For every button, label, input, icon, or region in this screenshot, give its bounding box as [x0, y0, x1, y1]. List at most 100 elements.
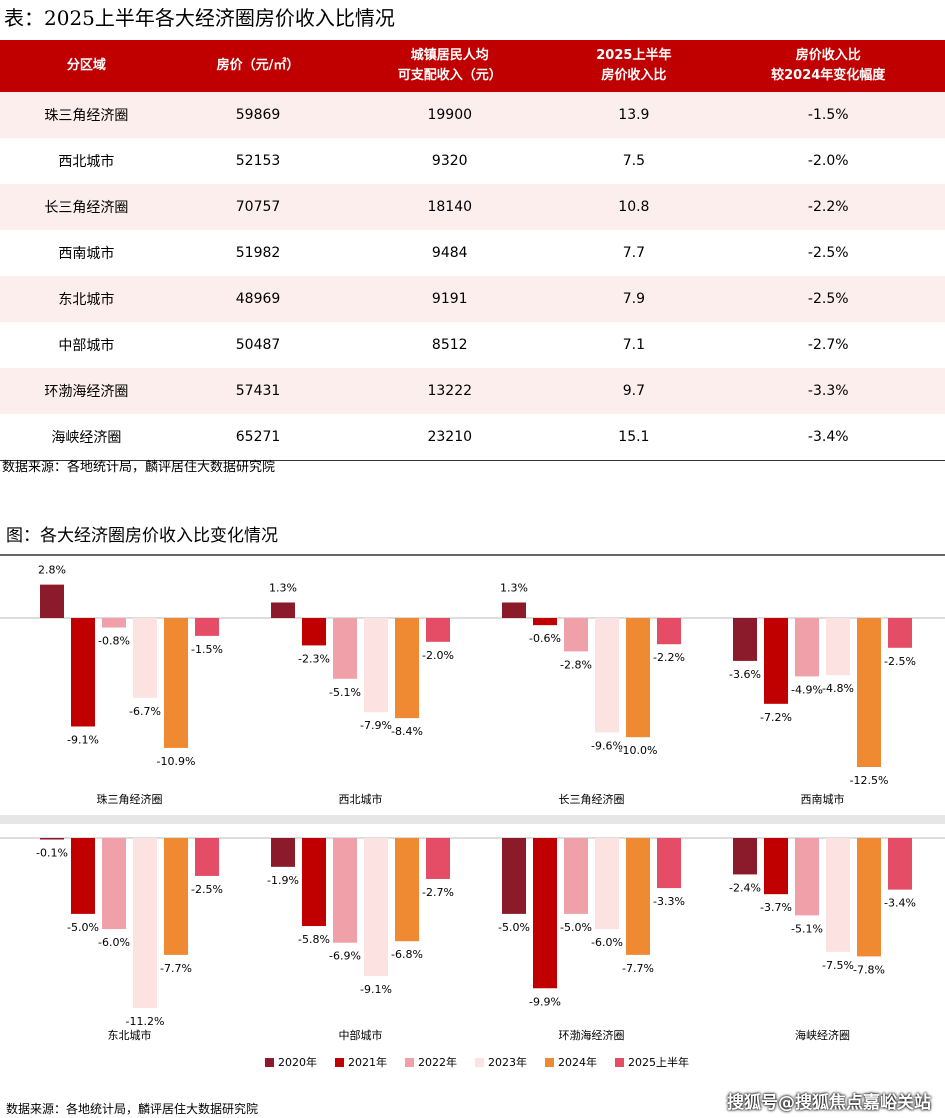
category-label: 长三角经济圈 — [559, 792, 625, 806]
value-label: -5.0% — [560, 921, 592, 934]
table-cell: 珠三角经济圈 — [0, 92, 173, 138]
bar — [271, 838, 295, 867]
legend-swatch — [335, 1058, 344, 1067]
bar — [764, 618, 788, 704]
table-cell: -2.5% — [807, 245, 849, 261]
table-cell: 9.7 — [556, 368, 712, 414]
table-cell: -1.5% — [711, 92, 945, 138]
legend-swatch — [545, 1058, 554, 1067]
value-label: -0.6% — [529, 632, 561, 645]
header-cell: 2025上半年 房价收入比 — [556, 40, 712, 92]
bar — [195, 838, 219, 876]
category-label: 环渤海经济圈 — [559, 1028, 625, 1042]
bar — [395, 838, 419, 942]
value-label: -1.5% — [191, 643, 223, 656]
table-cell: 西南城市 — [58, 246, 115, 262]
table-row: 西北城市 52153 9320 7.5 -2.0% — [0, 138, 945, 184]
value-label: -2.5% — [191, 883, 223, 896]
value-label: -2.5% — [884, 655, 916, 668]
bar — [426, 618, 450, 642]
legend-swatch — [615, 1058, 624, 1067]
category-label: 东北城市 — [108, 1028, 152, 1042]
value-label: -10.0% — [619, 744, 658, 757]
table-cell: 18140 — [343, 184, 557, 230]
value-label: -3.3% — [653, 895, 685, 908]
bar — [195, 618, 219, 636]
table-row: 环渤海经济圈 57431 13222 9.7 -3.3% — [0, 368, 945, 414]
table-row: 西南城市 51982 9484 7.7 -2.5% — [0, 230, 945, 276]
bar — [564, 618, 588, 652]
table-row: 海峡经济圈 65271 23210 15.1 -3.4% — [0, 414, 945, 461]
value-label: -1.9% — [267, 874, 299, 887]
legend-label: 2025上半年 — [628, 1055, 689, 1069]
value-label: -2.8% — [560, 658, 592, 671]
table-row: 东北城市 48969 9191 7.9 -2.5% — [0, 276, 945, 322]
value-label: -7.2% — [760, 711, 792, 724]
header-row: 分区域 房价（元/㎡） 城镇居民人均 可支配收入（元） 2025上半年 房价收入比 房价… — [0, 40, 945, 92]
table-cell: 环渤海经济圈 — [0, 368, 173, 414]
bar — [626, 618, 650, 738]
table-cell: -2.7% — [807, 337, 849, 353]
legend-label: 2021年 — [348, 1055, 387, 1069]
value-label: -10.9% — [157, 755, 196, 768]
bar — [271, 602, 295, 618]
table-title: 表：2025上半年各大经济圈房价收入比情况 — [4, 6, 395, 30]
table-cell: 65271 — [172, 414, 344, 461]
table: 分区域 房价（元/㎡） 城镇居民人均 可支配收入（元） 2025上半年 房价收入比 房价… — [0, 40, 945, 461]
legend-swatch — [475, 1058, 484, 1067]
category-label: 西北城市 — [339, 792, 383, 806]
header-cell: 房价收入比 较2024年变化幅度 — [711, 40, 945, 92]
bar — [133, 618, 157, 698]
header-cell: 分区域 — [0, 40, 173, 92]
table-source: 数据来源：各地统计局，麟评居住大数据研究院 — [2, 460, 276, 475]
table-cell: -2.0% — [807, 153, 849, 169]
value-label: -5.0% — [67, 921, 99, 934]
value-label: -3.7% — [760, 901, 792, 914]
value-label: -2.0% — [422, 649, 454, 662]
value-label: -2.3% — [298, 652, 330, 665]
bar — [795, 838, 819, 916]
value-label: -6.0% — [591, 936, 623, 949]
table-cell: 8512 — [431, 337, 468, 353]
value-label: -3.6% — [729, 668, 761, 681]
bar — [395, 618, 419, 719]
bar — [71, 618, 95, 727]
table-cell: 海峡经济圈 — [0, 414, 173, 461]
bar — [533, 618, 557, 626]
table-cell: 7.1 — [622, 337, 645, 353]
bar — [657, 618, 681, 645]
header-cell: 城镇居民人均 可支配收入（元） — [343, 40, 557, 92]
legend-swatch — [405, 1058, 414, 1067]
table-cell: -3.4% — [711, 414, 945, 461]
legend-label: 2022年 — [418, 1055, 457, 1069]
value-label: -2.2% — [653, 651, 685, 664]
bar — [164, 838, 188, 955]
table-cell: 50487 — [235, 337, 281, 353]
table-cell: 51982 — [235, 245, 281, 261]
table-cell: 13222 — [343, 368, 557, 414]
value-label: -0.8% — [98, 635, 130, 648]
table-cell: 10.8 — [556, 184, 712, 230]
bar — [102, 618, 126, 628]
legend-swatch — [265, 1058, 274, 1067]
bar — [564, 838, 588, 914]
value-label: 1.3% — [269, 582, 297, 595]
category-label: 海峡经济圈 — [795, 1028, 850, 1042]
value-label: -5.1% — [791, 922, 823, 935]
value-label: -5.1% — [329, 686, 361, 699]
bar — [657, 838, 681, 889]
category-label: 珠三角经济圈 — [97, 792, 163, 806]
value-label: -0.1% — [36, 847, 68, 860]
bar — [826, 838, 850, 952]
bar — [164, 618, 188, 748]
bar — [595, 838, 619, 930]
legend-label: 2024年 — [558, 1055, 597, 1069]
table-cell: 59869 — [172, 92, 344, 138]
bar — [795, 618, 819, 677]
watermark: 搜狐号@搜狐焦点嘉峪关站 — [727, 1093, 931, 1113]
table-row: 长三角经济圈 70757 18140 10.8 -2.2% — [0, 184, 945, 230]
table-cell: -2.2% — [711, 184, 945, 230]
table-cell: 70757 — [172, 184, 344, 230]
legend-label: 2023年 — [488, 1055, 527, 1069]
